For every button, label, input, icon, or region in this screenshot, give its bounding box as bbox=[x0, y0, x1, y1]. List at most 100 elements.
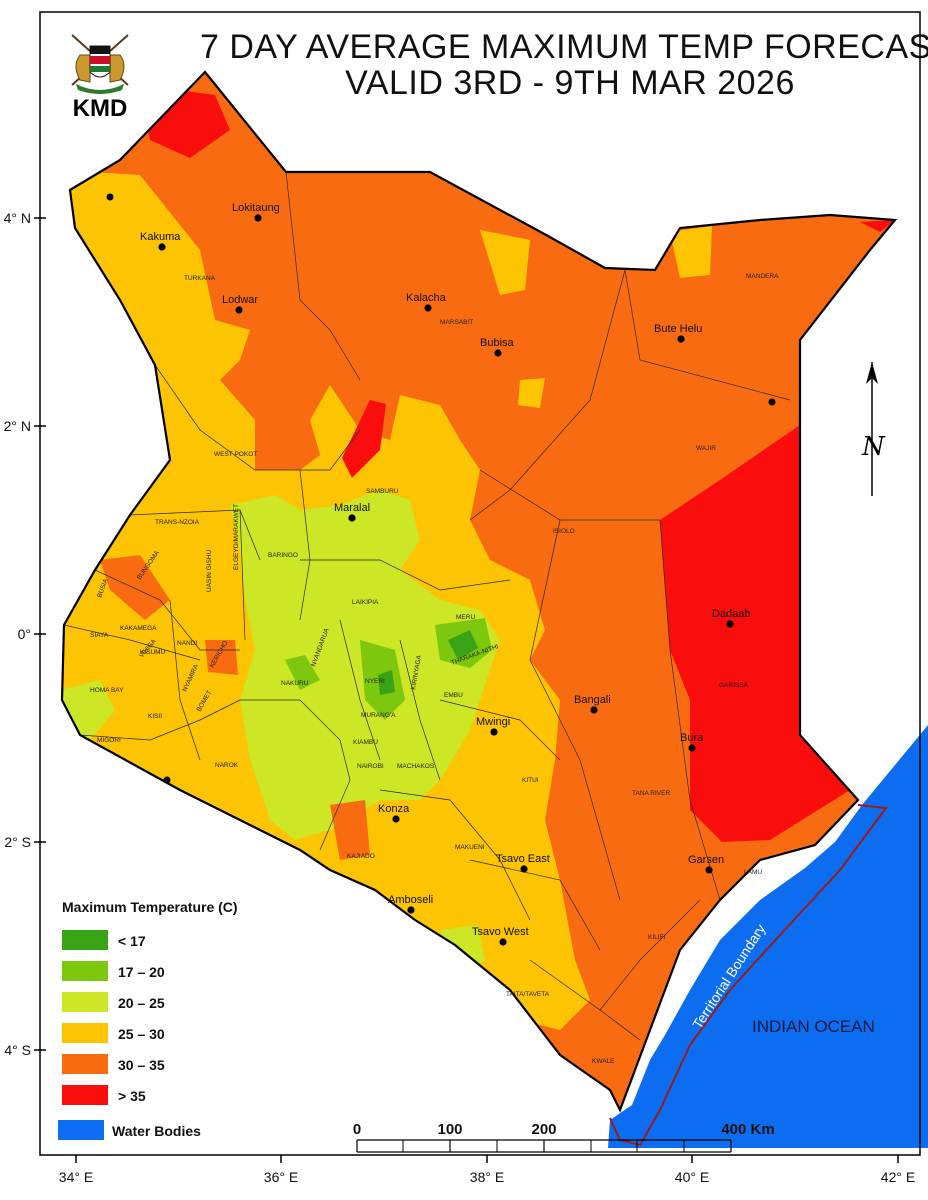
county-label: TANA RIVER bbox=[632, 790, 670, 797]
city-marker bbox=[726, 620, 734, 628]
lon-tick-label: 38° E bbox=[470, 1169, 504, 1185]
legend-label: > 35 bbox=[118, 1088, 146, 1104]
county-label: ISIOLO bbox=[553, 528, 575, 535]
lon-tick-label: 34° E bbox=[59, 1169, 93, 1185]
legend-title: Maximum Temperature (C) bbox=[62, 899, 238, 915]
legend-swatch bbox=[62, 930, 108, 950]
county-label: TAITA/TAVETA bbox=[506, 991, 550, 998]
legend-items: < 17 17 – 20 20 – 25 25 – 30 30 – 35 > 35 bbox=[62, 930, 165, 1105]
county-label: MARSABIT bbox=[440, 319, 473, 326]
legend-label: 25 – 30 bbox=[118, 1026, 165, 1042]
city-marker bbox=[158, 243, 166, 251]
city-label: Bubisa bbox=[480, 337, 515, 349]
kenya-coat-of-arms-icon bbox=[71, 34, 129, 94]
county-label: MERU bbox=[456, 614, 475, 621]
map-frame bbox=[39, 11, 921, 1156]
county-label: KWALE bbox=[592, 1058, 615, 1065]
county-boundaries bbox=[63, 171, 791, 1041]
county-label: KAJIADO bbox=[347, 853, 375, 860]
north-arrow-label: N bbox=[861, 432, 886, 462]
longitude-axis: 34° E 36° E 38° E 40° E 42° E bbox=[59, 1155, 915, 1185]
unlabeled-town-markers bbox=[106, 193, 776, 784]
lat-tick-label: 2° S bbox=[4, 834, 31, 850]
county-label: NAKURU bbox=[281, 680, 309, 687]
legend-label: 20 – 25 bbox=[118, 995, 165, 1011]
territorial-boundary-line bbox=[609, 804, 888, 1147]
city-label: Tsavo East bbox=[496, 853, 550, 865]
scale-bar: 0 100 200 400 Km bbox=[353, 1121, 775, 1153]
county-label: SAMBURU bbox=[366, 488, 399, 495]
legend-label: < 17 bbox=[118, 933, 146, 949]
legend-swatch bbox=[62, 1023, 108, 1043]
county-label: TRANS-NZOIA bbox=[155, 519, 200, 526]
city-label: Bangali bbox=[574, 694, 611, 706]
county-label: MIGORI bbox=[97, 737, 121, 744]
county-label: WEST POKOT bbox=[214, 451, 257, 458]
legend-swatch-water bbox=[58, 1120, 104, 1140]
city-marker bbox=[235, 306, 243, 314]
city-label: Bura bbox=[680, 732, 704, 744]
county-label: KILIFI bbox=[648, 934, 666, 941]
city-marker bbox=[424, 304, 432, 312]
county-label: BARINGO bbox=[268, 552, 298, 559]
county-label: WAJIR bbox=[696, 445, 716, 452]
city-label: Kakuma bbox=[140, 231, 181, 243]
county-label: UASIN GISHU bbox=[206, 549, 213, 592]
county-label: MACHAKOS bbox=[397, 763, 435, 770]
scale-label: 0 bbox=[353, 1121, 361, 1138]
county-label: NAIROBI bbox=[357, 763, 384, 770]
county-label: NYERI bbox=[365, 678, 385, 685]
legend-label: 17 – 20 bbox=[118, 964, 165, 980]
county-label: MURANG'A bbox=[361, 712, 396, 719]
legend-label-water: Water Bodies bbox=[112, 1123, 201, 1139]
legend-label: 30 – 35 bbox=[118, 1057, 165, 1073]
city-marker bbox=[520, 865, 528, 873]
city-marker bbox=[688, 744, 696, 752]
county-label: KISUMU bbox=[140, 649, 166, 656]
scale-label: 100 bbox=[437, 1121, 462, 1138]
legend-swatch bbox=[62, 1054, 108, 1074]
county-label: LAMU bbox=[744, 869, 762, 876]
city-marker bbox=[490, 728, 498, 736]
city-marker bbox=[254, 214, 262, 222]
city-marker bbox=[348, 514, 356, 522]
lon-tick-label: 42° E bbox=[881, 1169, 915, 1185]
county-label: ELGEYO/MARAKWET bbox=[233, 504, 240, 570]
cities-layer: Lokitaung Kakuma Lodwar Kalacha Bubisa Bute H… bbox=[140, 202, 751, 946]
legend-swatch bbox=[62, 961, 108, 981]
lat-tick-label: 2° N bbox=[4, 418, 31, 434]
map-title-line1: 7 DAY AVERAGE MAXIMUM TEMP FORECAST bbox=[200, 28, 928, 66]
lat-tick-label: 4° S bbox=[4, 1042, 31, 1058]
county-label: MANDERA bbox=[746, 273, 779, 280]
city-label: Mwingi bbox=[476, 716, 510, 728]
city-marker bbox=[705, 866, 713, 874]
county-label: NANDI bbox=[177, 640, 197, 647]
city-label: Dadaab bbox=[712, 608, 751, 620]
city-label: Amboseli bbox=[388, 894, 433, 906]
city-label: Maralal bbox=[334, 502, 370, 514]
county-label: LAIKIPIA bbox=[352, 599, 379, 606]
city-marker bbox=[494, 349, 502, 357]
county-label: NAROK bbox=[215, 762, 239, 769]
city-label: Tsavo West bbox=[472, 926, 529, 938]
logo-text: KMD bbox=[73, 95, 128, 122]
county-label: HOMA BAY bbox=[90, 687, 124, 694]
lon-tick-label: 36° E bbox=[264, 1169, 298, 1185]
county-label: GARISSA bbox=[719, 682, 749, 689]
city-marker bbox=[407, 906, 415, 914]
city-label: Konza bbox=[378, 803, 410, 815]
county-label: KISII bbox=[148, 713, 162, 720]
legend-swatch bbox=[62, 992, 108, 1012]
lon-tick-label: 40° E bbox=[675, 1169, 709, 1185]
city-label: Lokitaung bbox=[232, 202, 280, 214]
county-label: KIAMBU bbox=[353, 739, 378, 746]
city-marker bbox=[392, 815, 400, 823]
legend-swatch bbox=[62, 1085, 108, 1105]
scale-label: 400 Km bbox=[721, 1121, 774, 1138]
map-title-line2: VALID 3RD - 9TH MAR 2026 bbox=[345, 64, 795, 102]
city-marker bbox=[677, 335, 685, 343]
county-label: TURKANA bbox=[184, 275, 216, 282]
city-marker bbox=[590, 706, 598, 714]
